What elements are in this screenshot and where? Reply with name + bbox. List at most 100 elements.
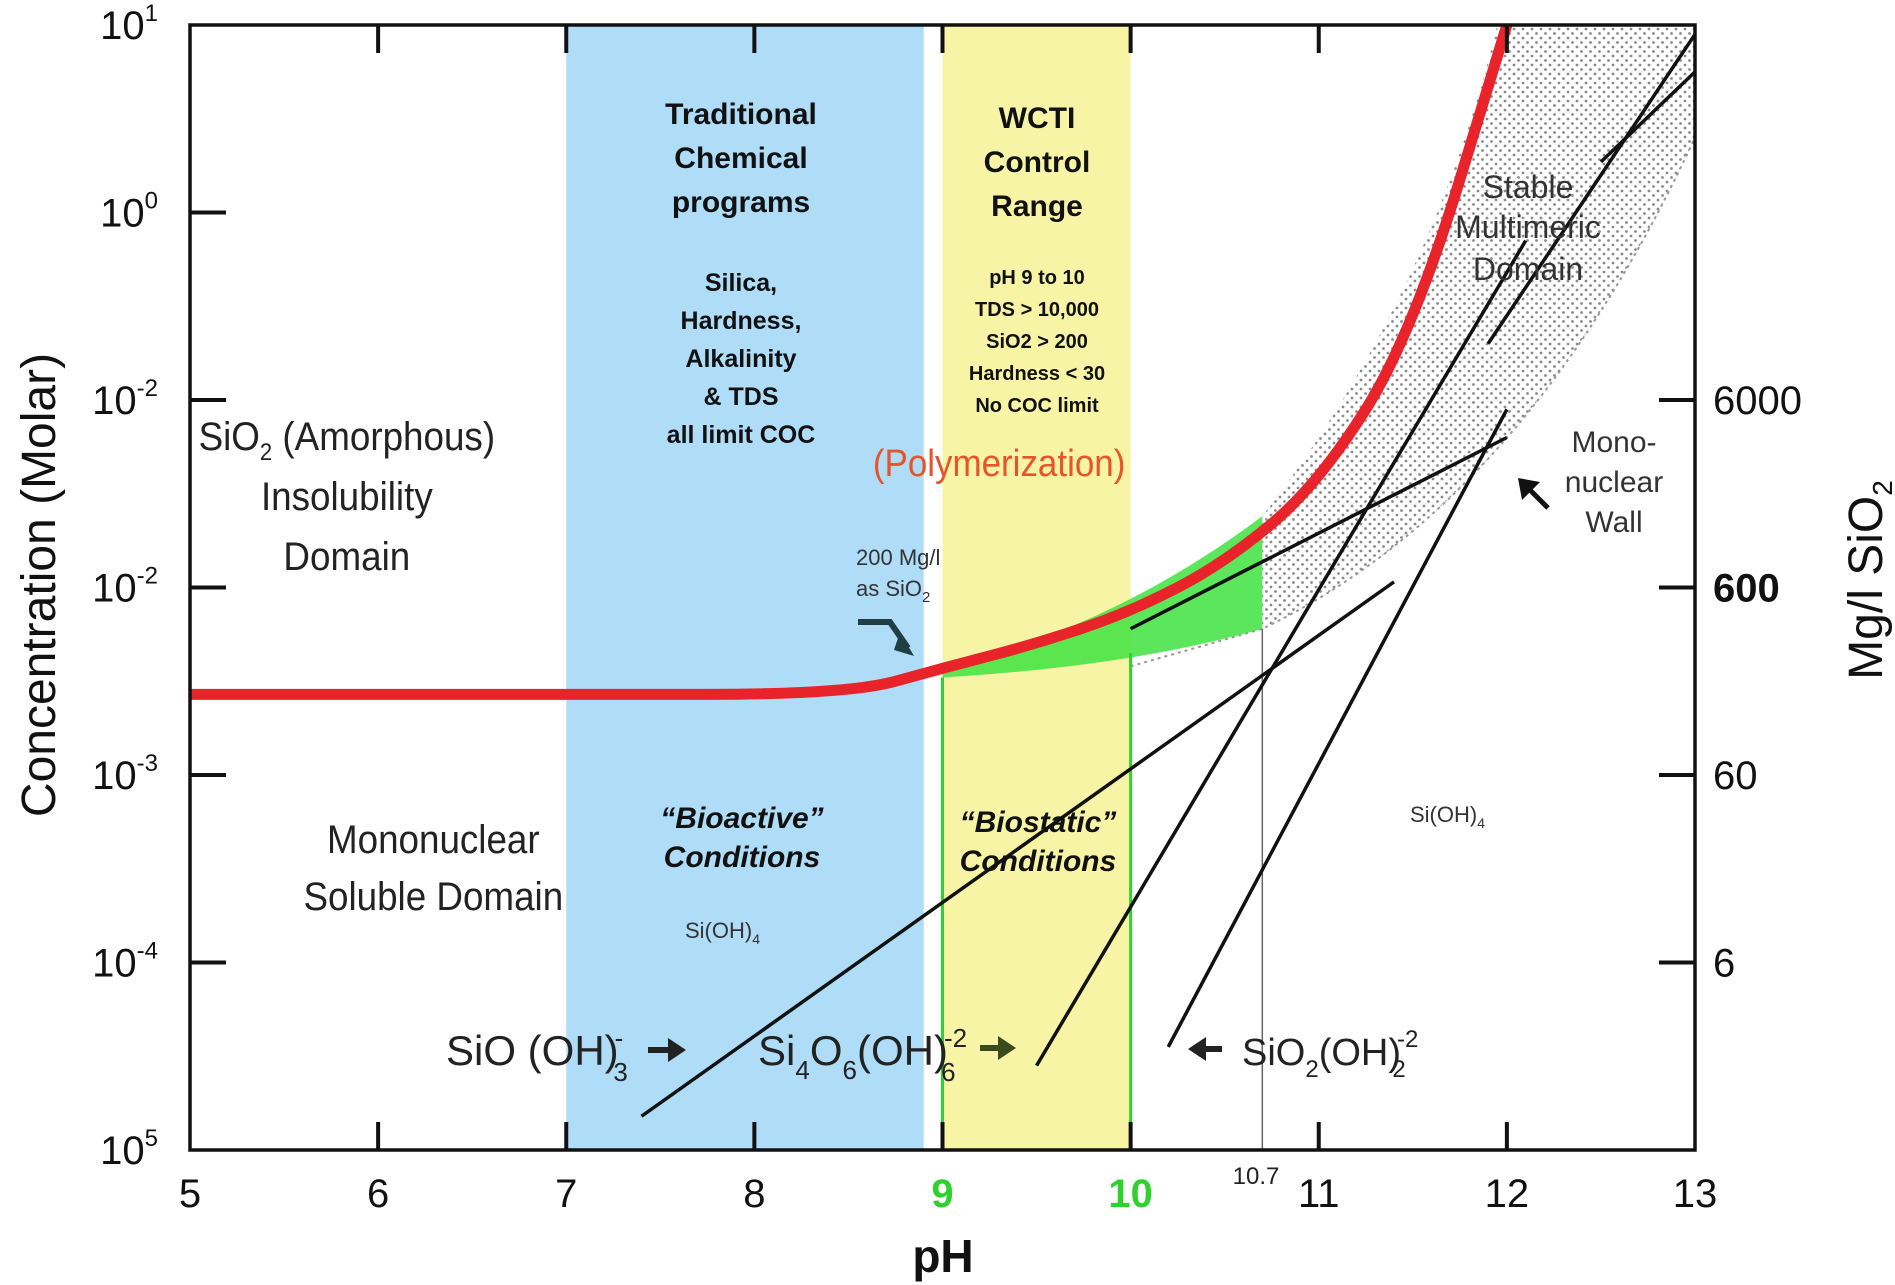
solubility-curve xyxy=(190,25,1513,700)
svg-text:No COC limit: No COC limit xyxy=(975,395,1099,417)
svg-text:TDS > 10,000: TDS > 10,000 xyxy=(975,299,1099,321)
species-line xyxy=(1129,435,1508,631)
svg-text:Stable: Stable xyxy=(1483,169,1574,205)
y-tick-label: 105 xyxy=(100,1125,158,1173)
y-tick-label: 101 xyxy=(100,0,158,48)
svg-text:Alkalinity: Alkalinity xyxy=(685,345,796,373)
stable-multimeric-label: Stable Multimeric Domain xyxy=(1455,169,1601,287)
x-tick-label: 9 xyxy=(931,1172,953,1216)
species-line xyxy=(1486,33,1695,345)
insolubility-label: SiO2 (Amorphous) Insolubility Domain xyxy=(199,415,495,580)
y-axis-title: Concentration (Molar) xyxy=(13,353,66,817)
y-tick-base: 10 xyxy=(92,567,137,611)
biostatic-label: “Biostatic” Conditions xyxy=(960,806,1117,878)
y-tick-base: 10 xyxy=(100,1129,145,1173)
y-tick-label: 10-4 xyxy=(92,938,158,986)
svg-text:Conditions: Conditions xyxy=(664,841,821,874)
svg-text:WCTI: WCTI xyxy=(999,102,1076,135)
species2-label: Si4O6(OH)-2 6 xyxy=(758,1023,967,1087)
y-tick-exp: -2 xyxy=(137,375,158,402)
y-tick-base: 10 xyxy=(92,754,137,798)
y-tick-exp: -4 xyxy=(137,938,158,965)
species1-arrow-head xyxy=(668,1038,686,1062)
traditional-programs-label: Traditional Chemical programs Silica, Ha… xyxy=(665,98,817,449)
y-tick-exp: -3 xyxy=(137,750,158,777)
y-tick-label: 10-2 xyxy=(92,563,158,611)
svg-text:Wall: Wall xyxy=(1585,506,1642,539)
y-tick-exp: 5 xyxy=(145,1125,158,1152)
svg-text:all limit COC: all limit COC xyxy=(667,421,816,449)
svg-text:Mononuclear: Mononuclear xyxy=(327,818,540,863)
x-tick-label: 5 xyxy=(179,1172,201,1216)
svg-text:as SiO2: as SiO2 xyxy=(856,576,930,606)
mononuclear-wall-label: Mono- nuclear Wall xyxy=(1565,426,1663,539)
svg-text:Hardness < 30: Hardness < 30 xyxy=(969,363,1105,385)
y2-tick-label: 60 xyxy=(1713,754,1758,798)
svg-text:Domain: Domain xyxy=(1473,251,1583,287)
svg-text:Conditions: Conditions xyxy=(960,845,1117,878)
y2-axis-title: Mg/l SiO2 xyxy=(1840,480,1895,680)
svg-text:SiO2 > 200: SiO2 > 200 xyxy=(986,331,1088,353)
stable-multimeric-dotted-region xyxy=(1262,25,1695,629)
wcti-range-label: WCTI Control Range pH 9 to 10 TDS > 10,0… xyxy=(969,102,1105,417)
polymerization-label: (Polymerization) xyxy=(873,442,1125,485)
species3-arrow-head xyxy=(1188,1037,1206,1061)
x-tick-label: 11 xyxy=(1298,1172,1340,1216)
svg-text:Domain: Domain xyxy=(283,535,410,580)
svg-text:Soluble Domain: Soluble Domain xyxy=(303,875,563,920)
y2-axis-title-sub: 2 xyxy=(1867,480,1895,496)
species-line xyxy=(1599,70,1695,164)
x-tick-label: 8 xyxy=(743,1172,765,1216)
y2-tick-labels: 6 60 600 6000 xyxy=(1713,379,1802,986)
y-tick-base: 10 xyxy=(92,942,137,986)
species1-label: SiO (OH)-3 xyxy=(446,1023,628,1087)
sioh4-right-label: Si(OH)4 xyxy=(1410,802,1485,831)
svg-text:Mono-: Mono- xyxy=(1571,426,1656,459)
y-tick-label: 10-2 xyxy=(92,375,158,423)
soluble-domain-label: Mononuclear Soluble Domain xyxy=(303,818,563,920)
y2-axis-title-text: Mg/l SiO xyxy=(1840,496,1893,680)
y-tick-exp: -2 xyxy=(137,563,158,590)
y-tick-base: 10 xyxy=(100,192,145,236)
svg-text:Mg/l SiO2: Mg/l SiO2 xyxy=(1840,480,1895,680)
svg-text:pH 9 to 10: pH 9 to 10 xyxy=(989,267,1085,289)
species-line xyxy=(1035,239,1528,1067)
svg-text:Control: Control xyxy=(984,146,1091,179)
y-tick-exp: 1 xyxy=(145,0,158,27)
bioactive-label: “Bioactive” Conditions xyxy=(660,802,823,874)
species-lines xyxy=(640,33,1695,1118)
svg-text:Silica,: Silica, xyxy=(705,269,777,297)
svg-text:SiO2 (Amorphous): SiO2 (Amorphous) xyxy=(199,415,495,466)
svg-text:Traditional: Traditional xyxy=(665,98,817,131)
y2-tick-label: 600 xyxy=(1713,567,1780,611)
y-tick-label: 100 xyxy=(100,188,158,236)
x-tick-label: 13 xyxy=(1673,1172,1718,1216)
svg-text:& TDS: & TDS xyxy=(704,383,779,411)
x-extra-tick-label: 10.7 xyxy=(1233,1163,1280,1190)
svg-text:nuclear: nuclear xyxy=(1565,466,1663,499)
svg-text:“Bioactive”: “Bioactive” xyxy=(660,802,823,835)
green-polymerization-region xyxy=(942,516,1263,678)
svg-text:200 Mg/l: 200 Mg/l xyxy=(856,545,940,570)
species-line xyxy=(1166,408,1509,1048)
sioh4-left-label: Si(OH)4 xyxy=(685,918,760,947)
mg200-arrow-head xyxy=(894,632,914,656)
svg-text:Multimeric: Multimeric xyxy=(1455,209,1601,245)
svg-text:programs: programs xyxy=(672,186,810,219)
svg-text:Hardness,: Hardness, xyxy=(681,307,802,335)
mononuclear-wall-arrow-head xyxy=(1518,478,1540,500)
y-tick-label: 10-3 xyxy=(92,750,158,798)
species2-arrow-head xyxy=(998,1036,1016,1060)
x-tick-label: 10 xyxy=(1108,1172,1153,1216)
x-axis-title: pH xyxy=(912,1230,973,1282)
x-tick-label: 7 xyxy=(555,1172,577,1216)
mg200-label: 200 Mg/l as SiO2 xyxy=(856,545,940,606)
axis-ticks xyxy=(190,25,1695,1150)
y-tick-base: 10 xyxy=(100,4,145,48)
traditional-range-band xyxy=(566,25,924,1150)
svg-text:“Biostatic”: “Biostatic” xyxy=(960,806,1117,839)
svg-text:Insolubility: Insolubility xyxy=(261,475,434,520)
x-tick-label: 12 xyxy=(1485,1172,1530,1216)
